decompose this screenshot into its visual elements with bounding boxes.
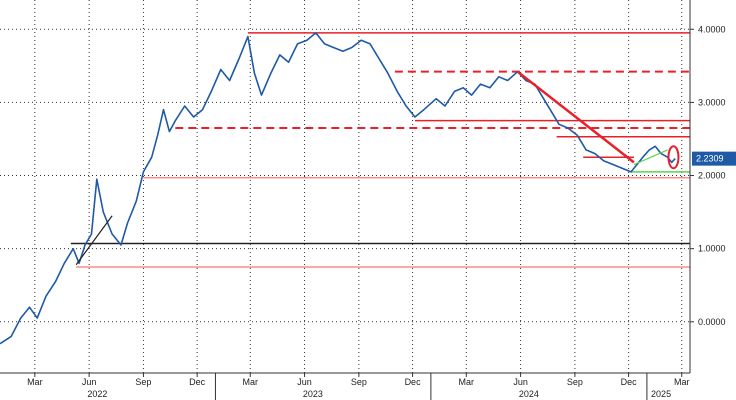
- series-layer: [0, 32, 676, 345]
- y-tick-label: 0.0000: [698, 317, 726, 327]
- series-line: [0, 32, 676, 345]
- x-tick-label: Sep: [351, 377, 367, 387]
- y-tick-label: 4.0000: [698, 24, 726, 34]
- trend-line: [633, 149, 668, 166]
- y-tick-label: 2.0000: [698, 171, 726, 181]
- last-value-marker: 2.2309: [692, 151, 736, 166]
- x-tick-label: Sep: [567, 377, 583, 387]
- x-tick-label: Mar: [674, 377, 690, 387]
- x-tick-label: Mar: [459, 377, 475, 387]
- year-label: 2025: [651, 389, 671, 399]
- x-tick-label: Mar: [27, 377, 43, 387]
- x-tick-label: Sep: [135, 377, 151, 387]
- trend-line: [516, 70, 635, 164]
- y-tick-label: 1.0000: [698, 244, 726, 254]
- x-tick-label: Mar: [243, 377, 259, 387]
- grid: [0, 0, 690, 373]
- last-value-box: [692, 151, 736, 166]
- x-tick-label: Dec: [405, 377, 422, 387]
- last-value-label: 2.2309: [696, 154, 724, 164]
- x-tick-label: Dec: [621, 377, 638, 387]
- y-tick-label: 3.0000: [698, 97, 726, 107]
- x-axis: Mar Jun Sep Dec Mar Jun Sep Dec Mar Jun Sep Dec Mar2…: [0, 372, 690, 400]
- x-tick-label: Dec: [189, 377, 206, 387]
- overlay-annotations: [75, 70, 680, 266]
- x-tick-label: Jun: [82, 377, 97, 387]
- x-tick-label: Jun: [513, 377, 528, 387]
- year-label: 2022: [87, 389, 107, 399]
- y-axis: 4.0000 3.0000 2.0000 1.0000 0.0000: [689, 0, 726, 373]
- trend-line: [75, 215, 113, 266]
- year-label: 2024: [519, 389, 539, 399]
- highlight-ellipse: [667, 145, 680, 170]
- year-label: 2023: [303, 389, 323, 399]
- x-tick-label: Jun: [297, 377, 312, 387]
